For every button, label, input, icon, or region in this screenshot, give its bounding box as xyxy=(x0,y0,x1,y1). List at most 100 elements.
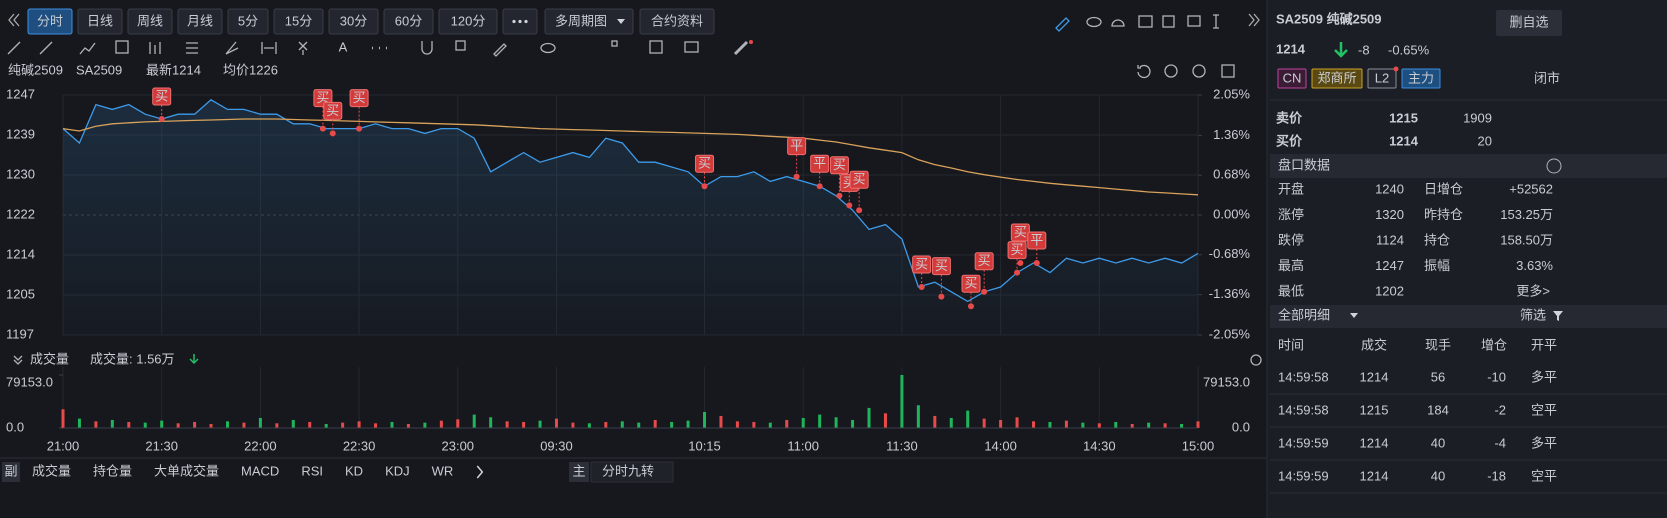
trade-marker xyxy=(319,125,326,132)
zoom-out-icon[interactable] xyxy=(1192,64,1206,78)
trade-marker xyxy=(329,130,336,137)
marker-label: 平 xyxy=(813,156,826,171)
rect-tool[interactable] xyxy=(115,40,129,54)
indicator-tab[interactable]: KD xyxy=(345,463,363,478)
trade-marker xyxy=(793,173,800,180)
marker-box xyxy=(152,87,172,106)
y2-tick-label: 0.68% xyxy=(1213,167,1250,182)
marker-label: 平 xyxy=(1030,232,1043,247)
more-link[interactable]: 更多> xyxy=(1516,283,1550,298)
undo-icon[interactable] xyxy=(1137,64,1151,79)
quote-change-pct: -0.65% xyxy=(1388,42,1430,57)
stat-label: 日增仓 xyxy=(1424,181,1463,196)
marker-label: 买 xyxy=(964,276,977,291)
main-badge xyxy=(569,462,589,482)
volume-bar xyxy=(916,405,920,428)
period-tab[interactable] xyxy=(177,8,223,35)
layout-icon[interactable] xyxy=(1221,64,1235,78)
bid-volume: 20 xyxy=(1478,133,1492,148)
period-tab[interactable] xyxy=(77,8,123,35)
contract-button[interactable] xyxy=(639,8,715,35)
volume-subtitle: 成交量: 1.56万 xyxy=(90,351,175,366)
marker-box xyxy=(695,154,715,173)
more-periods-button[interactable] xyxy=(544,8,634,35)
settings-icon[interactable] xyxy=(1213,14,1219,29)
magnet-tool[interactable] xyxy=(421,41,433,55)
volume-bar xyxy=(1032,421,1036,428)
detail-cell: 多平 xyxy=(1531,435,1557,450)
stats-settings[interactable] xyxy=(1546,158,1562,174)
close-volume-icon[interactable] xyxy=(1250,354,1262,366)
marker-box xyxy=(931,257,951,276)
volume-bar xyxy=(258,417,262,428)
copy-icon[interactable] xyxy=(1162,15,1175,28)
detail-cell: 14:59:58 xyxy=(1278,402,1329,417)
detail-cell: 40 xyxy=(1431,435,1445,450)
zoom-in-icon[interactable] xyxy=(1164,64,1178,78)
stat-label: 最高 xyxy=(1278,258,1304,273)
filter-icon xyxy=(1553,311,1563,321)
detail-cell: 1215 xyxy=(1360,402,1389,417)
quote-tag xyxy=(1401,68,1441,89)
volume-bar xyxy=(949,417,953,428)
detail-cell: 多平 xyxy=(1531,369,1557,384)
comment-tool[interactable] xyxy=(684,41,699,53)
volume-bar xyxy=(127,421,131,428)
x-tick-label: 14:30 xyxy=(1083,438,1116,453)
stat-label: 跌停 xyxy=(1278,232,1304,247)
volume-bar xyxy=(620,421,624,428)
period-tab[interactable] xyxy=(127,8,173,35)
marker-box xyxy=(1007,241,1027,260)
indicator-tab[interactable]: MACD xyxy=(241,463,279,478)
brush-tool[interactable] xyxy=(493,43,507,57)
view-icon[interactable] xyxy=(1086,16,1102,28)
period-tab[interactable] xyxy=(438,8,498,35)
marker-label: 买 xyxy=(326,103,339,118)
indicator-tab[interactable]: 成交量 xyxy=(32,463,71,478)
volume-bar xyxy=(423,422,427,428)
cloud-icon[interactable] xyxy=(1111,19,1125,27)
collapse-icon[interactable] xyxy=(8,13,20,27)
volume-bar xyxy=(752,421,756,428)
measure-tool[interactable] xyxy=(261,42,277,54)
volume-bar xyxy=(160,420,164,428)
stat-value: 1240 xyxy=(1375,181,1404,196)
eye-tool[interactable] xyxy=(540,42,556,54)
screen-icon[interactable] xyxy=(1187,15,1201,27)
line-tool[interactable] xyxy=(7,41,21,55)
open-tool[interactable] xyxy=(649,40,663,54)
fib-tool[interactable] xyxy=(186,42,198,54)
tabs-next[interactable] xyxy=(476,465,484,479)
marker-box xyxy=(961,274,981,293)
indicator-tab[interactable]: 持仓量 xyxy=(93,463,132,478)
group-tool[interactable] xyxy=(455,40,466,51)
cross-tool[interactable] xyxy=(298,41,308,55)
filter-label[interactable]: 筛选 xyxy=(1520,307,1546,322)
text-tool[interactable]: A xyxy=(339,39,348,54)
period-tab[interactable] xyxy=(27,8,73,35)
indicator-tab[interactable]: KDJ xyxy=(385,463,410,478)
period-tab-label: 周线 xyxy=(137,13,163,28)
fan-tool[interactable] xyxy=(225,41,239,55)
ray-tool[interactable] xyxy=(39,41,53,55)
volume-bar xyxy=(1196,421,1200,428)
delete-button[interactable] xyxy=(1496,10,1562,36)
main-indicator[interactable]: 分时九转 xyxy=(602,463,654,478)
period-tab[interactable] xyxy=(383,8,434,35)
period-tab[interactable] xyxy=(273,8,324,35)
indicator-tab[interactable]: WR xyxy=(432,463,454,478)
indicator-tab[interactable]: RSI xyxy=(301,463,323,478)
camera-icon[interactable] xyxy=(1138,15,1153,28)
expand-icon[interactable] xyxy=(1248,13,1260,27)
layout-tool[interactable] xyxy=(611,40,618,47)
period-tab[interactable] xyxy=(227,8,269,35)
indicator-tab[interactable]: 大单成交量 xyxy=(154,463,219,478)
ruler-tool[interactable] xyxy=(733,40,749,56)
detail-column: 开平 xyxy=(1531,337,1557,352)
volume-toggle[interactable] xyxy=(13,355,23,365)
edit-icon[interactable] xyxy=(1055,17,1070,32)
period-tab[interactable] xyxy=(328,8,379,35)
detail-dropdown[interactable] xyxy=(1350,313,1358,318)
polyline-tool[interactable] xyxy=(79,42,96,55)
channel-tool[interactable] xyxy=(149,42,161,54)
